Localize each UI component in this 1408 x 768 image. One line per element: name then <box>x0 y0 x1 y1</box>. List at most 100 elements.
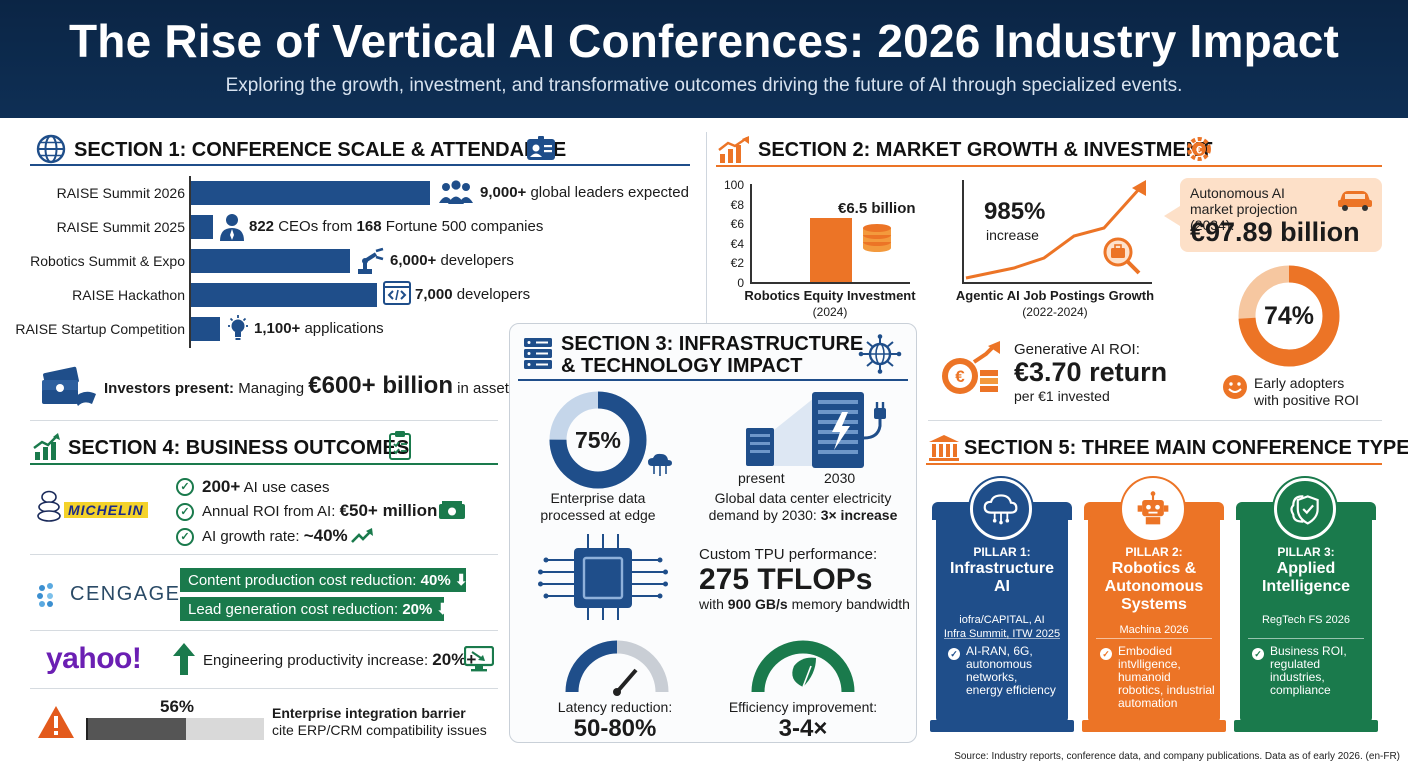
pillar-bullet-line: regulated <box>1270 657 1321 671</box>
power-label-2: demand by 2030: 3× increase <box>690 507 916 523</box>
bar <box>191 181 430 205</box>
bar <box>191 249 350 273</box>
bar-value-bold: 7,000 <box>415 286 453 303</box>
michelin-item-1: 200+ AI use cases <box>202 477 330 497</box>
tpu-value: 275 TFLOPs <box>699 563 873 596</box>
michelin-man-icon <box>37 490 61 522</box>
efficiency-gauge-icon <box>751 640 855 693</box>
roi-sub: per €1 invested <box>1014 388 1110 404</box>
edge-label-2: processed at edge <box>540 507 656 523</box>
yahoo-pre: Engineering productivity increase: <box>203 652 433 669</box>
pillar-title: Infrastructure <box>949 560 1055 577</box>
investors-lead: Investors present: <box>104 380 235 397</box>
divider <box>30 688 498 689</box>
pillar-base <box>930 720 1074 732</box>
barrier-bar-fill <box>86 718 186 740</box>
page-subtitle: Exploring the growth, investment, and tr… <box>225 75 1183 96</box>
pillar-divider <box>944 638 1060 639</box>
section3-title-2: & TECHNOLOGY IMPACT <box>561 355 803 377</box>
equity-y-tick: €8 <box>730 197 744 212</box>
michelin-item-1-rest: AI use cases <box>240 479 330 496</box>
tpu-sub-post: memory bandwidth <box>787 596 910 612</box>
pillar-title: AI <box>994 578 1010 595</box>
check-icon: ✓ <box>176 503 194 521</box>
barrier-sub: cite ERP/CRM compatibility issues <box>272 722 487 738</box>
clipboard-icon <box>389 431 411 460</box>
edge-pct: 75% <box>574 427 622 453</box>
brain-shield-icon <box>1290 495 1319 525</box>
cengage-item-1-bold: 40% <box>420 572 451 589</box>
investors-text: Investors present: Managing €600+ billio… <box>104 372 516 400</box>
investors-tail: in assets <box>453 380 517 397</box>
page-title: The Rise of Vertical AI Conferences: 202… <box>69 15 1339 67</box>
pillar-name: PILLAR 1: <box>973 545 1031 559</box>
michelin-item-3-bold: ~40% <box>303 526 348 545</box>
lightbulb-icon <box>226 315 250 348</box>
power-label-1: Global data center electricity <box>714 490 892 506</box>
bar-value-text: 6,000+ developers <box>390 252 514 269</box>
trend-up-icon <box>351 528 373 543</box>
projection-value: €97.89 billion <box>1190 217 1360 247</box>
yahoo-logo: yahoo! <box>46 642 142 675</box>
adopters-donut <box>1238 265 1340 367</box>
magnifier-briefcase-icon <box>1103 237 1141 275</box>
section1-rule <box>30 164 690 166</box>
bar <box>191 317 220 341</box>
divider <box>30 554 498 555</box>
robot-arm-icon <box>356 247 386 280</box>
pillar-title: Applied <box>1276 560 1336 577</box>
pillar-bullet-line: robotics, industrial <box>1118 683 1215 697</box>
projection-pointer <box>1164 206 1180 226</box>
bar-value-bold: 9,000+ <box>480 184 527 201</box>
latency-gauge-icon <box>565 640 669 696</box>
arrow-down-icon: ⬇ <box>454 572 468 589</box>
bar-value-rest: CEOs from <box>274 218 357 235</box>
power-label-2-bold: 3× increase <box>820 507 898 523</box>
cengage-lead-tag: Lead generation cost reduction: 20% ⬇ <box>180 597 449 621</box>
pillar-title: Intelligence <box>1261 578 1351 595</box>
code-icon <box>383 281 411 310</box>
bar-value-text: 7,000 developers <box>415 286 530 303</box>
michelin-item-3: AI growth rate: ~40% <box>202 526 348 546</box>
projection-label: Autonomous AI market projection (2034): <box>1190 185 1298 233</box>
equity-caption: Robotics Equity Investment <box>744 288 916 303</box>
check-icon: ✓ <box>948 648 960 660</box>
section1-title: SECTION 1: CONFERENCE SCALE & ATTENDANCE <box>74 139 567 161</box>
pillar-bullet-line: autonomous <box>966 657 1033 671</box>
monitor-icon <box>464 646 494 672</box>
bar-value-bold: 1,100+ <box>254 320 301 337</box>
section1-divider <box>30 420 498 421</box>
section4-title: SECTION 4: BUSINESS OUTCOMES <box>68 437 410 459</box>
section2-rule <box>716 165 1382 167</box>
adopters-label-2: with positive ROI <box>1254 392 1360 408</box>
gear-euro-icon: € <box>1187 137 1211 161</box>
equity-y-tick: 0 <box>737 275 744 290</box>
projection-card <box>1180 178 1382 252</box>
bar-label: RAISE Summit 2025 <box>56 219 185 235</box>
pillar-divider <box>1248 638 1364 639</box>
divider-vertical <box>706 132 707 324</box>
datacenter-growth-graphic <box>746 392 886 468</box>
pillar-bullet-line: industries, <box>1270 670 1325 684</box>
cengage-item-2-pre: Lead generation cost reduction: <box>188 601 403 618</box>
check-icon: ✓ <box>176 528 194 546</box>
bar-value-rest: applications <box>300 320 384 337</box>
pillar-events: Machina 2026 <box>1119 624 1189 636</box>
pillar-icon-badge <box>970 478 1032 540</box>
chip-icon <box>538 534 668 620</box>
jobs-x-axis <box>962 282 1152 284</box>
power-future-label: 2030 <box>824 470 856 486</box>
yahoo-text: Engineering productivity increase: 20%+ <box>203 650 476 670</box>
pillar-bullet-line: Embodied <box>1118 644 1173 658</box>
car-icon <box>1338 191 1372 211</box>
latency-label: Latency reduction: <box>557 699 673 715</box>
cengage-content-tag: Content production cost reduction: 40% ⬇ <box>180 568 468 592</box>
pillar-title: Robotics & <box>1111 560 1197 577</box>
jobs-growth-value: 985% <box>984 198 1046 225</box>
equity-value-label: €6.5 billion <box>838 200 916 217</box>
investors-amount: €600+ billion <box>308 372 453 399</box>
pillar-bullet-line: AI-RAN, 6G, <box>966 644 1033 658</box>
smiley-icon <box>1223 375 1247 399</box>
efficiency-label: Efficiency improvement: <box>728 699 878 715</box>
pillar-bullet-line: energy efficiency <box>966 683 1056 697</box>
